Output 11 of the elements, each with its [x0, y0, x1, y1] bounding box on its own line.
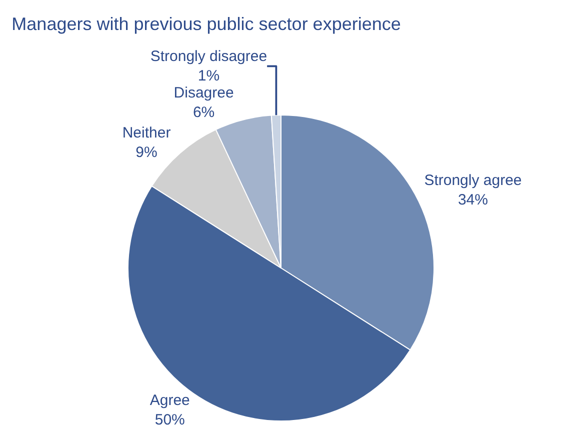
slice-label: Strongly disagree	[150, 48, 268, 65]
data-label: 1%	[198, 67, 220, 84]
data-label: 50%	[154, 411, 185, 428]
slice-label: Agree	[150, 392, 190, 409]
chart-title: Managers with previous public sector experience	[12, 14, 401, 34]
slice-label: Strongly agree	[424, 172, 522, 189]
data-label: 34%	[458, 191, 488, 208]
data-label: 9%	[136, 144, 158, 162]
slice-label: Neither	[122, 124, 171, 142]
slice-label: Disagree	[174, 84, 234, 102]
data-label: 6%	[192, 104, 215, 121]
